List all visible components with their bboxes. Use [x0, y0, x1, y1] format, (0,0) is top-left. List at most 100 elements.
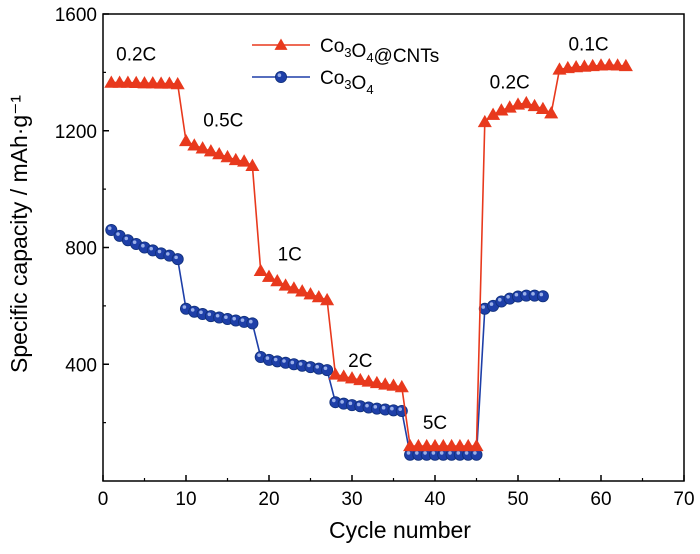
data-point-highlight	[464, 451, 469, 455]
rate-label: 0.1C	[568, 34, 608, 55]
data-point-highlight	[224, 315, 228, 320]
x-tick-label: 30	[341, 489, 362, 510]
data-point	[394, 379, 409, 393]
data-point-highlight	[298, 362, 303, 366]
data-point	[618, 58, 633, 72]
data-point-highlight	[431, 451, 436, 455]
data-point	[270, 273, 285, 287]
y-axis-title: Specific capacity / mAh·g⁻¹	[6, 95, 32, 373]
data-point	[361, 374, 376, 387]
legend-item: Co3O4	[252, 68, 374, 97]
legend-label: Co3O4@CNTs	[320, 36, 439, 67]
data-point-highlight	[132, 240, 137, 244]
data-point	[171, 253, 184, 266]
data-point-highlight	[506, 294, 510, 299]
data-point	[535, 101, 550, 115]
data-point	[336, 369, 351, 382]
rate-label: 0.5C	[203, 110, 243, 131]
legend-marker	[274, 71, 287, 84]
data-point	[321, 364, 334, 377]
x-tick-label: 50	[507, 489, 528, 510]
data-point-highlight	[174, 255, 178, 260]
data-point-highlight	[522, 292, 527, 296]
data-point	[378, 377, 393, 390]
data-point-highlight	[199, 310, 203, 315]
rate-label: 2C	[348, 351, 372, 372]
data-point-highlight	[489, 302, 494, 306]
data-point-highlight	[116, 232, 120, 236]
data-point-highlight	[232, 316, 236, 321]
y-tick-label: 800	[65, 239, 97, 260]
data-point-highlight	[398, 407, 403, 411]
data-point	[253, 263, 268, 277]
data-point-highlight	[390, 406, 394, 411]
data-point-highlight	[215, 313, 220, 318]
data-point	[536, 290, 549, 303]
data-point	[278, 278, 293, 291]
data-point	[328, 367, 343, 380]
data-point	[303, 287, 318, 300]
data-point-highlight	[439, 451, 444, 455]
x-tick-label: 70	[673, 489, 694, 510]
data-point	[295, 284, 310, 297]
data-point-highlight	[124, 236, 129, 241]
series-line	[111, 64, 626, 447]
series-layer	[104, 57, 633, 461]
data-point	[261, 269, 277, 282]
data-point-highlight	[348, 401, 353, 406]
x-tick-label: 0	[98, 489, 109, 510]
data-point	[469, 438, 484, 452]
data-point	[187, 138, 202, 151]
data-point-highlight	[157, 249, 162, 254]
data-point-highlight	[290, 360, 295, 365]
data-point-highlight	[481, 305, 486, 309]
data-point	[286, 281, 301, 294]
rate-label: 0.2C	[490, 72, 530, 93]
data-point	[178, 133, 194, 147]
data-point	[212, 146, 227, 160]
x-axis-title: Cycle number	[329, 517, 471, 543]
data-point-highlight	[149, 246, 153, 251]
data-point	[170, 76, 185, 90]
data-point-highlight	[107, 226, 112, 230]
data-point	[237, 154, 252, 167]
y-axis: 400 800 1200 1600	[55, 5, 109, 424]
data-point-highlight	[373, 405, 378, 409]
series-co3o4	[105, 223, 549, 461]
data-point-highlight	[240, 318, 245, 322]
data-point-highlight	[456, 451, 461, 455]
rate-label: 0.2C	[116, 45, 156, 66]
data-point-highlight	[539, 292, 544, 297]
y-tick-label: 400	[65, 355, 97, 376]
data-point-highlight	[415, 451, 419, 455]
x-tick-label: 60	[590, 489, 611, 510]
data-point-highlight	[340, 400, 344, 404]
rate-label: 5C	[423, 413, 447, 434]
x-tick-label: 40	[424, 489, 445, 510]
data-point	[477, 114, 492, 128]
data-point-highlight	[356, 402, 361, 407]
data-point-highlight	[257, 353, 261, 357]
data-point	[311, 290, 326, 303]
data-point	[344, 371, 360, 384]
data-point	[610, 58, 625, 71]
data-point-highlight	[265, 356, 270, 360]
data-point-highlight	[531, 292, 535, 296]
data-point	[544, 106, 559, 119]
data-point-highlight	[473, 451, 477, 455]
x-axis: 0 10 20 30 40 50 60 70	[98, 475, 695, 510]
series-co3o4-cnts	[104, 57, 633, 452]
data-point	[369, 375, 384, 389]
data-point-highlight	[249, 319, 253, 324]
data-point-highlight	[332, 398, 336, 403]
data-point-highlight	[307, 363, 311, 368]
data-point	[162, 76, 177, 89]
data-point-highlight	[423, 451, 427, 455]
legend-label: Co3O4	[320, 68, 374, 97]
rate-label: 1C	[278, 245, 302, 266]
legend-item: Co3O4@CNTs	[252, 36, 439, 67]
data-point-highlight	[381, 405, 386, 410]
data-point-highlight	[448, 451, 452, 455]
